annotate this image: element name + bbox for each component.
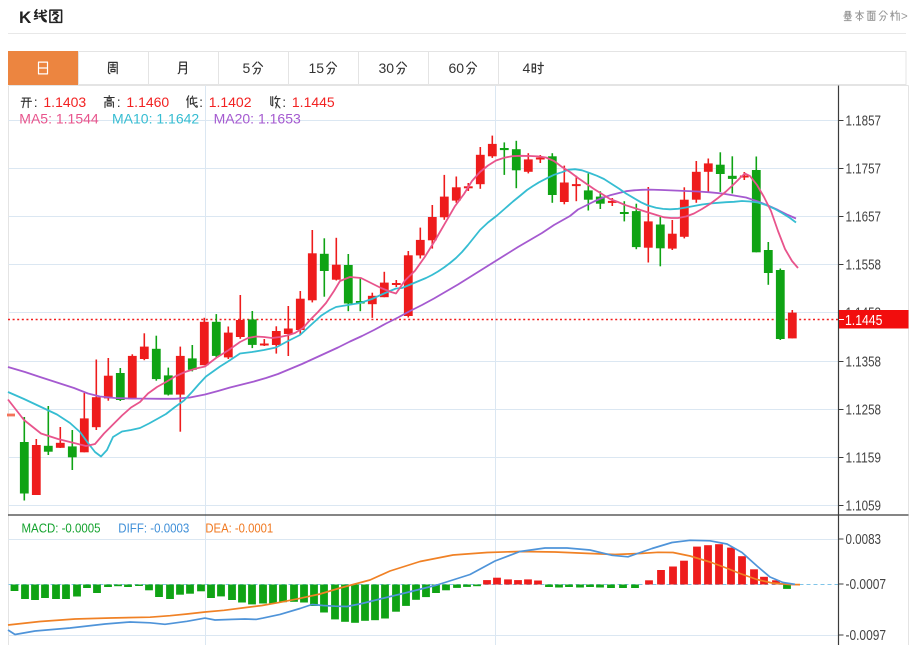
- svg-text:1.1460: 1.1460: [126, 94, 169, 110]
- svg-text:1.1402: 1.1402: [209, 94, 252, 110]
- svg-text::: :: [199, 94, 203, 110]
- svg-text:1.1757: 1.1757: [846, 162, 882, 178]
- svg-text:60: 60: [449, 60, 465, 76]
- svg-text::: :: [34, 94, 38, 110]
- svg-text:-0.0097: -0.0097: [846, 628, 887, 644]
- svg-text:1.1258: 1.1258: [846, 403, 882, 419]
- svg-text:1.1558: 1.1558: [846, 258, 882, 274]
- svg-text:K: K: [19, 8, 32, 27]
- svg-text:MA10: 1.1642: MA10: 1.1642: [112, 111, 199, 127]
- svg-text:1.1445: 1.1445: [845, 312, 882, 329]
- svg-text:1.1059: 1.1059: [846, 499, 882, 515]
- svg-text:1.1159: 1.1159: [846, 451, 882, 467]
- svg-text:1.1445: 1.1445: [292, 94, 335, 110]
- svg-text:1.1403: 1.1403: [43, 94, 86, 110]
- svg-text:15: 15: [309, 60, 325, 76]
- svg-text:0.0083: 0.0083: [846, 532, 882, 548]
- svg-text:1.1657: 1.1657: [846, 210, 882, 226]
- svg-text:1.1358: 1.1358: [846, 355, 882, 371]
- svg-text:MA5: 1.1544: MA5: 1.1544: [19, 111, 99, 127]
- svg-text:MA20: 1.1653: MA20: 1.1653: [214, 111, 301, 127]
- svg-text::: :: [282, 94, 286, 110]
- svg-text:1.1857: 1.1857: [846, 114, 882, 130]
- svg-text:DIFF: -0.0003: DIFF: -0.0003: [118, 520, 189, 535]
- svg-text:5: 5: [243, 60, 251, 76]
- svg-text:DEA: -0.0001: DEA: -0.0001: [205, 520, 273, 535]
- svg-text:4: 4: [523, 60, 531, 76]
- svg-text:MACD: -0.0005: MACD: -0.0005: [22, 520, 101, 535]
- svg-text:30: 30: [379, 60, 395, 76]
- svg-text:-0.0007: -0.0007: [846, 577, 887, 593]
- svg-text::: :: [117, 94, 121, 110]
- svg-text:>: >: [901, 11, 908, 23]
